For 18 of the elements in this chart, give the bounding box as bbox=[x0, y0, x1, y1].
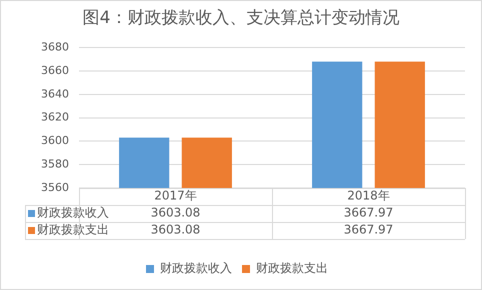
y-tick-label: 3680 bbox=[41, 40, 69, 54]
y-tick-label: 3600 bbox=[41, 134, 69, 148]
y-tick-label: 3640 bbox=[41, 87, 69, 100]
y-tick-label: 3580 bbox=[41, 157, 69, 170]
x-tick-label: 2017年 bbox=[154, 188, 197, 203]
y-tick-label: 3620 bbox=[41, 110, 69, 124]
text: 财政拨款支出 bbox=[37, 222, 109, 237]
x-tick-label: 2018年 bbox=[347, 188, 390, 203]
chart-title: 图4：财政拨款收入、支决算总计变动情况 bbox=[82, 7, 400, 30]
data-label: 3603.08 bbox=[150, 206, 200, 220]
y-tick-label: 3560 bbox=[41, 180, 69, 194]
text: 财政拨款收入 bbox=[37, 206, 109, 220]
y-tick-label: 3660 bbox=[41, 64, 69, 77]
legend-label: 财政拨款收入 bbox=[160, 261, 232, 276]
data-label: 3667.97 bbox=[344, 206, 394, 220]
data-label: 3667.97 bbox=[344, 222, 394, 237]
legend-label: 财政拨款支出 bbox=[256, 261, 328, 276]
data-label: 3603.08 bbox=[150, 222, 200, 237]
